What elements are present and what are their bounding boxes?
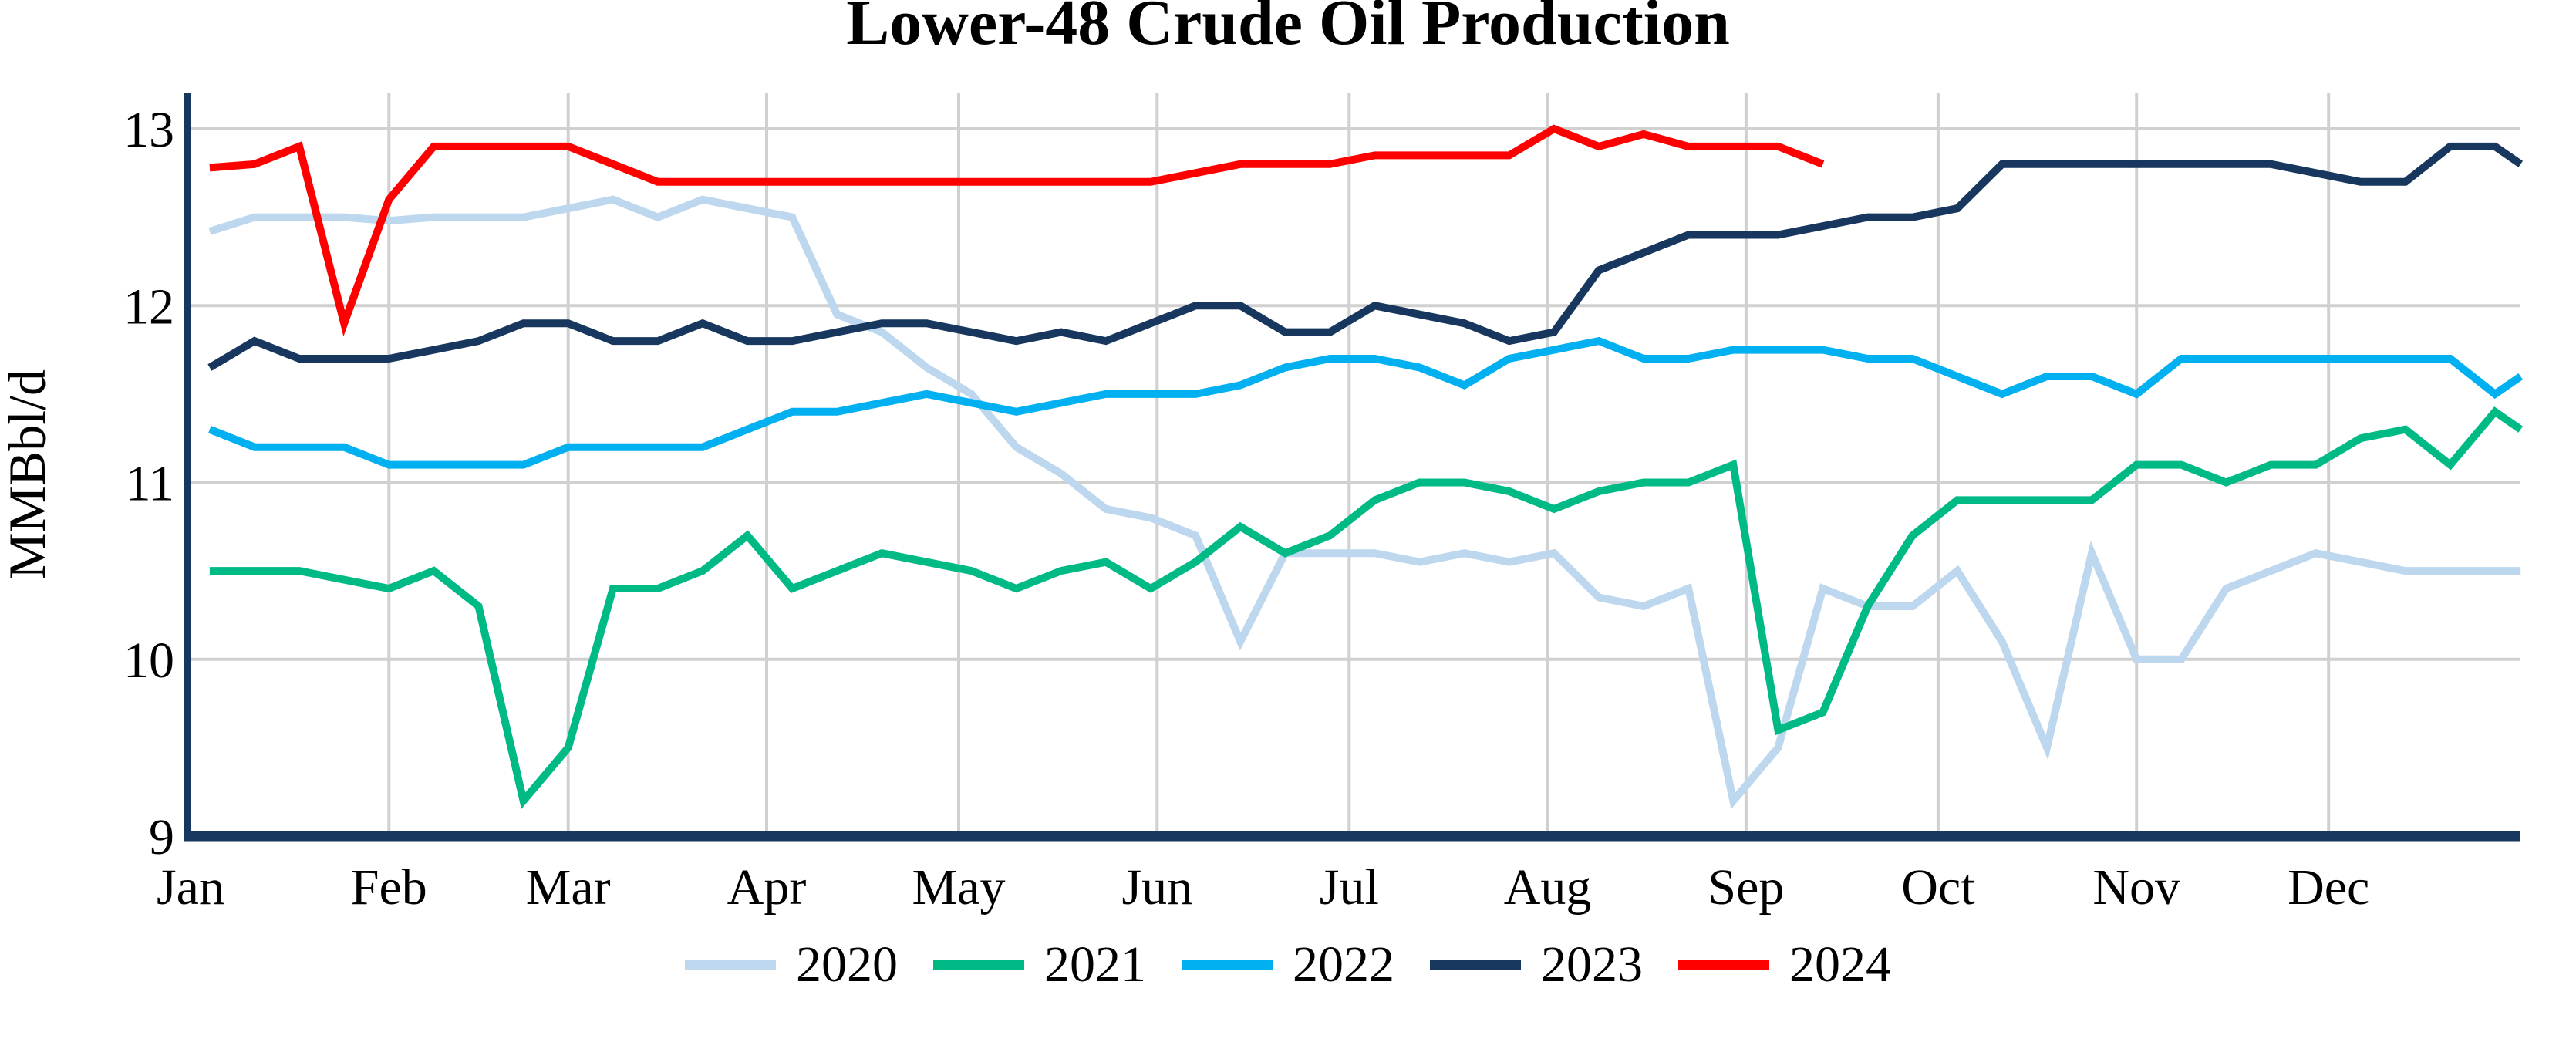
x-tick-labels: Jan Feb Mar Apr May Jun Jul Aug Sep Oct Nov Dec bbox=[157, 859, 2369, 916]
y-axis-title: MMBbl/d bbox=[0, 369, 56, 579]
legend-swatch-2023 bbox=[1430, 960, 1521, 970]
legend-label-2020: 2020 bbox=[796, 936, 898, 993]
legend-item-2022: 2022 bbox=[1182, 939, 1394, 990]
series-line-2024 bbox=[209, 124, 1825, 337]
series-line-2022 bbox=[208, 336, 2524, 469]
gridlines bbox=[191, 93, 2520, 831]
legend: 2020 2021 2022 2023 2024 bbox=[0, 939, 2576, 990]
x-tick-label-Jul: Jul bbox=[1320, 859, 1379, 916]
x-tick-label-Nov: Nov bbox=[2092, 859, 2180, 916]
legend-item-2024: 2024 bbox=[1678, 939, 1891, 990]
legend-label-2021: 2021 bbox=[1044, 936, 1146, 993]
y-tick-label-13: 13 bbox=[123, 102, 174, 158]
legend-item-2020: 2020 bbox=[685, 939, 898, 990]
y-tick-label-12: 12 bbox=[123, 278, 174, 335]
legend-swatch-2020 bbox=[685, 960, 776, 970]
legend-swatch-2021 bbox=[933, 960, 1024, 970]
legend-label-2022: 2022 bbox=[1293, 936, 1394, 993]
series-line-2020 bbox=[208, 195, 2521, 810]
x-tick-label-Sep: Sep bbox=[1708, 859, 1784, 916]
x-tick-label-May: May bbox=[912, 859, 1006, 916]
axes bbox=[184, 93, 2520, 842]
x-tick-label-Feb: Feb bbox=[351, 859, 427, 916]
x-tick-label-Oct: Oct bbox=[1901, 859, 1974, 916]
legend-item-2023: 2023 bbox=[1430, 939, 1643, 990]
x-tick-label-Jan: Jan bbox=[157, 859, 224, 916]
legend-swatch-2024 bbox=[1678, 960, 1769, 970]
chart-title: Lower-48 Crude Oil Production bbox=[846, 0, 1730, 59]
legend-label-2023: 2023 bbox=[1541, 936, 1643, 993]
y-tick-label-11: 11 bbox=[125, 456, 174, 512]
x-tick-label-Aug: Aug bbox=[1504, 859, 1592, 916]
y-tick-label-10: 10 bbox=[123, 632, 174, 689]
series-lines bbox=[207, 124, 2524, 810]
legend-label-2024: 2024 bbox=[1789, 936, 1891, 993]
series-line-2023 bbox=[207, 142, 2524, 371]
x-tick-label-Dec: Dec bbox=[2288, 859, 2369, 916]
x-tick-label-Jun: Jun bbox=[1121, 859, 1192, 916]
x-tick-label-Apr: Apr bbox=[727, 859, 807, 916]
y-tick-label-9: 9 bbox=[149, 809, 174, 865]
series-line-2021 bbox=[209, 406, 2524, 810]
y-tick-labels: 9 10 11 12 13 bbox=[123, 102, 174, 865]
legend-item-2021: 2021 bbox=[933, 939, 1146, 990]
x-tick-label-Mar: Mar bbox=[526, 859, 611, 916]
legend-swatch-2022 bbox=[1182, 960, 1273, 970]
